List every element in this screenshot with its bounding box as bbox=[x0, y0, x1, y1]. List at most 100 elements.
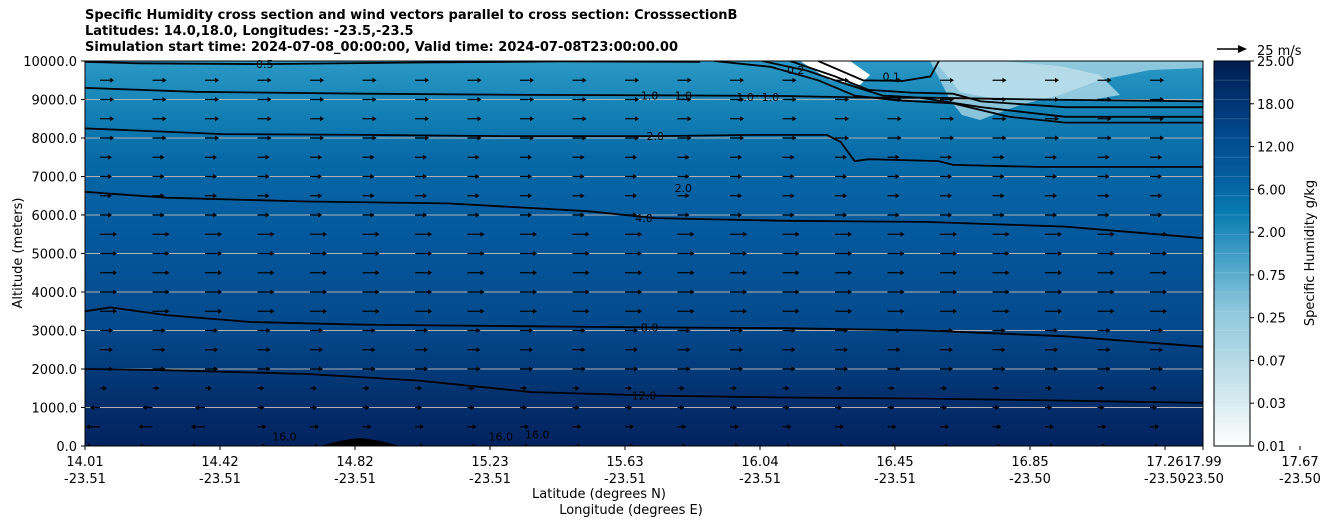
y-tick-label: 0.0 bbox=[56, 440, 77, 455]
wind-vector-head bbox=[420, 463, 424, 468]
wind-vector-head bbox=[477, 77, 482, 83]
wind-vector-head bbox=[318, 193, 322, 199]
wind-vector-head bbox=[890, 405, 895, 410]
wind-vector-head bbox=[743, 308, 747, 314]
wind-vector-head bbox=[1058, 270, 1062, 276]
wind-vector-head bbox=[270, 251, 275, 256]
y-tick-label: 6000.0 bbox=[32, 209, 78, 224]
white-dry-patch bbox=[800, 61, 870, 85]
wind-vector-head bbox=[1001, 328, 1006, 333]
wind-vector-head bbox=[529, 328, 533, 333]
wind-vector-head bbox=[423, 154, 427, 160]
wind-vector-head bbox=[945, 463, 949, 468]
wind-vector-head bbox=[113, 251, 117, 256]
wind-vector-head bbox=[215, 135, 219, 141]
wind-vector-head bbox=[470, 405, 475, 410]
wind-vector-head bbox=[428, 289, 432, 295]
wind-vector-head bbox=[790, 154, 795, 160]
wind-vector-head bbox=[367, 443, 372, 446]
y-tick-label: 2000.0 bbox=[32, 363, 78, 378]
wind-vector-head bbox=[218, 270, 222, 276]
wind-vector-head bbox=[113, 289, 117, 295]
wind-vector-head bbox=[895, 174, 900, 179]
wind-vector-head bbox=[195, 405, 199, 410]
colorbar-title: Specific Humidity g/kg bbox=[1303, 180, 1318, 326]
wind-vector-head bbox=[578, 463, 582, 468]
wind-vector-head bbox=[577, 443, 582, 446]
wind-vector-head bbox=[638, 308, 642, 314]
wind-vector-head bbox=[943, 405, 947, 410]
chart-title-line-3: Simulation start time: 2024-07-08_00:00:… bbox=[85, 40, 678, 55]
wind-vector-head bbox=[635, 77, 639, 83]
wind-vector-head bbox=[840, 424, 844, 430]
wind-vector-head bbox=[634, 347, 638, 353]
x-tick-label-lon: -23.50 bbox=[1279, 472, 1321, 487]
wind-vector-head bbox=[1158, 174, 1162, 179]
wind-vector-head bbox=[1106, 328, 1111, 333]
terrain-patch bbox=[320, 438, 400, 446]
wind-vector-head bbox=[165, 289, 170, 295]
wind-vector-head bbox=[1002, 135, 1007, 141]
wind-vector-head bbox=[840, 463, 844, 468]
wind-vector-head bbox=[365, 405, 370, 410]
wind-vector-head bbox=[215, 97, 219, 102]
wind-vector-head bbox=[838, 385, 842, 391]
wind-vector-head bbox=[528, 174, 532, 179]
wind-vector-head bbox=[686, 366, 691, 372]
wind-vector-head bbox=[945, 424, 949, 430]
contour-label: 1.0 bbox=[675, 89, 693, 102]
wind-vector-head bbox=[475, 154, 480, 160]
wind-vector-head bbox=[743, 251, 747, 256]
wind-vector-head bbox=[900, 231, 905, 237]
wind-vector-head bbox=[265, 154, 270, 160]
wind-vector-head bbox=[900, 289, 905, 295]
wind-vector-head bbox=[1001, 366, 1006, 372]
wind-vector-head bbox=[795, 251, 800, 256]
contour-label: 2.0 bbox=[675, 182, 693, 195]
wind-vector-head bbox=[109, 328, 113, 333]
wind-vector-head bbox=[323, 251, 327, 256]
wind-vector-head bbox=[844, 347, 848, 353]
wind-vector-head bbox=[1160, 77, 1164, 83]
x-tick-label-lat: 15.63 bbox=[606, 455, 643, 470]
wind-vector-head bbox=[477, 97, 482, 102]
wind-vector-head bbox=[896, 347, 901, 353]
wind-vector-head bbox=[266, 347, 271, 353]
wind-vector-head bbox=[160, 174, 165, 179]
wind-vector-head bbox=[365, 385, 370, 391]
wind-vector-head bbox=[580, 212, 585, 218]
wind-vector-head bbox=[687, 135, 692, 141]
wind-vector-head bbox=[943, 385, 947, 391]
wind-vector-head bbox=[950, 135, 954, 141]
wind-vector-head bbox=[1002, 77, 1007, 83]
wind-vector-head bbox=[533, 231, 537, 237]
wind-vector-head bbox=[690, 251, 695, 256]
wind-vector-head bbox=[687, 116, 692, 122]
wind-vector-head bbox=[585, 251, 590, 256]
wind-vector-head bbox=[313, 405, 317, 410]
wind-vector-head bbox=[372, 97, 377, 102]
wind-vector-head bbox=[581, 366, 586, 372]
wind-vector-head bbox=[142, 405, 147, 410]
wind-vector-head bbox=[1153, 385, 1157, 391]
wind-vector-head bbox=[375, 270, 380, 276]
wind-vector-head bbox=[267, 116, 272, 122]
wind-vector-head bbox=[735, 463, 739, 468]
wind-vector-head bbox=[138, 443, 143, 446]
wind-vector-head bbox=[787, 424, 792, 430]
x-axis-title-longitude: Longitude (degrees E) bbox=[559, 503, 703, 518]
wind-vector-head bbox=[792, 135, 797, 141]
wind-vector-head bbox=[270, 308, 275, 314]
wind-vector-head bbox=[320, 116, 324, 122]
wind-vector-head bbox=[581, 347, 586, 353]
wind-vector-head bbox=[953, 289, 957, 295]
wind-vector-head bbox=[1105, 154, 1110, 160]
wind-vector-head bbox=[577, 424, 582, 430]
wind-vector-head bbox=[263, 463, 267, 468]
wind-vector-head bbox=[895, 154, 900, 160]
wind-vector-head bbox=[265, 193, 270, 199]
wind-vector-head bbox=[1000, 174, 1005, 179]
y-tick-label: 4000.0 bbox=[32, 286, 78, 301]
wind-vector-head bbox=[372, 77, 377, 83]
